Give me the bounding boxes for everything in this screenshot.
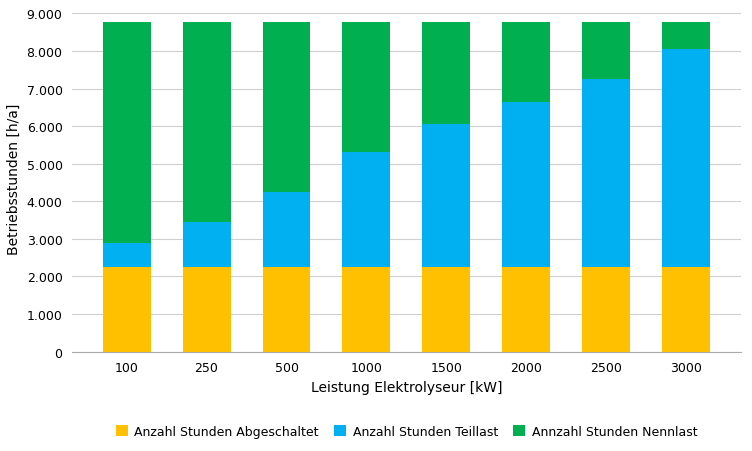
Bar	[342, 267, 390, 352]
Bar	[102, 23, 150, 243]
Bar	[262, 23, 311, 193]
Bar	[342, 23, 390, 153]
Bar	[502, 23, 550, 102]
Bar	[582, 23, 630, 80]
Bar	[423, 125, 471, 267]
Bar	[663, 23, 710, 50]
Bar	[423, 267, 471, 352]
Bar	[663, 50, 710, 267]
Bar	[102, 267, 150, 352]
Bar	[423, 23, 471, 125]
Bar	[502, 267, 550, 352]
Bar	[582, 267, 630, 352]
Bar	[262, 267, 311, 352]
Bar	[582, 80, 630, 267]
Bar	[102, 243, 150, 267]
Y-axis label: Betriebsstunden [h/a]: Betriebsstunden [h/a]	[7, 104, 21, 255]
Bar	[183, 222, 231, 267]
Bar	[663, 267, 710, 352]
Bar	[502, 102, 550, 267]
Legend: Anzahl Stunden Abgeschaltet, Anzahl Stunden Teillast, Annzahl Stunden Nennlast: Anzahl Stunden Abgeschaltet, Anzahl Stun…	[111, 420, 702, 443]
Bar	[183, 23, 231, 222]
X-axis label: Leistung Elektrolyseur [kW]: Leistung Elektrolyseur [kW]	[311, 380, 502, 394]
Bar	[342, 153, 390, 267]
Bar	[262, 193, 311, 267]
Bar	[183, 267, 231, 352]
